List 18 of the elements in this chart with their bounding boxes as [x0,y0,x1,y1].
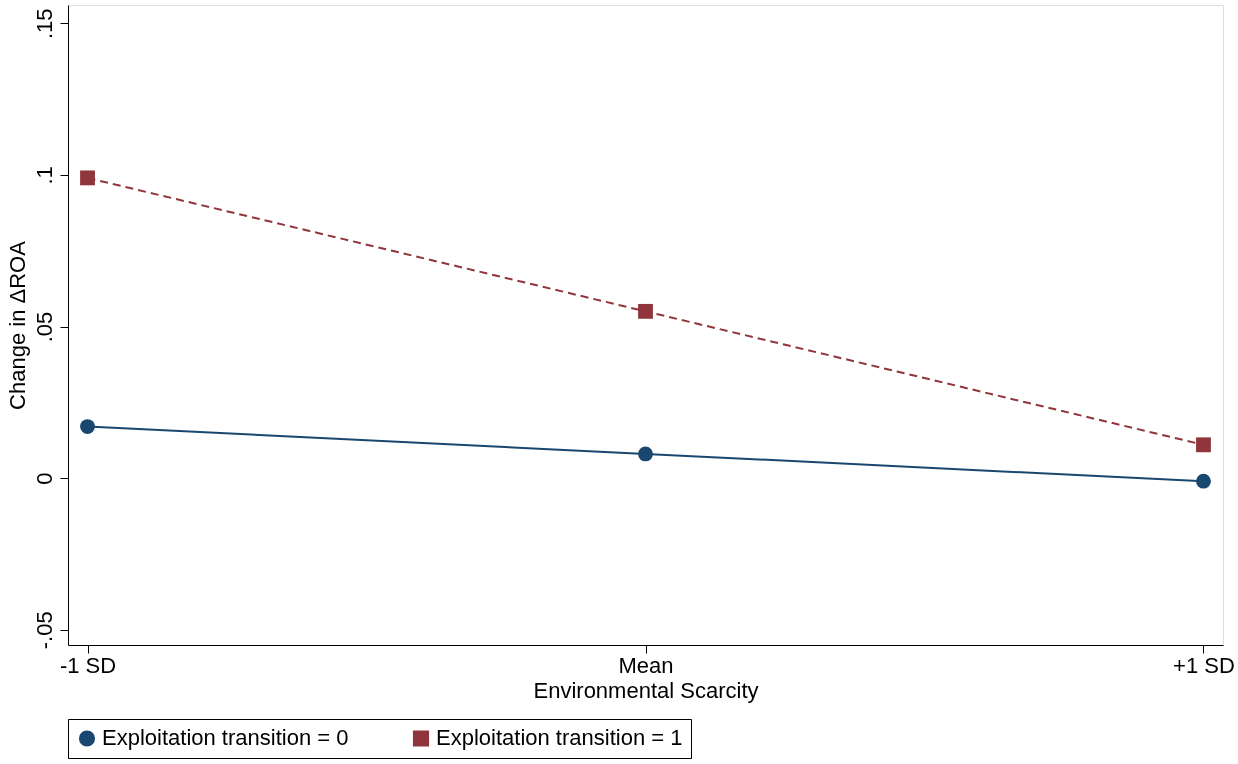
y-axis-title: Change in ΔROA [4,240,30,410]
y-tick-label: 0 [31,472,57,485]
point [638,303,653,319]
point [80,170,95,186]
x-tick-label: -1 SD [59,652,117,678]
legend-label: Exploitation transition = 0 [102,725,349,751]
point [1196,437,1211,453]
point [80,419,95,435]
legend-label: Exploitation transition = 1 [436,725,683,751]
y-tick-label: -.05 [31,611,57,650]
y-tick-label: .05 [31,311,57,343]
point [638,446,653,462]
point [1196,473,1211,489]
x-tick-label: +1 SD [1173,652,1235,678]
x-axis-title: Environmental Scarcity [533,677,759,703]
x-tick-label: Mean [618,652,674,678]
y-tick-label: .1 [31,166,57,185]
y-tick-label: .15 [31,8,57,39]
